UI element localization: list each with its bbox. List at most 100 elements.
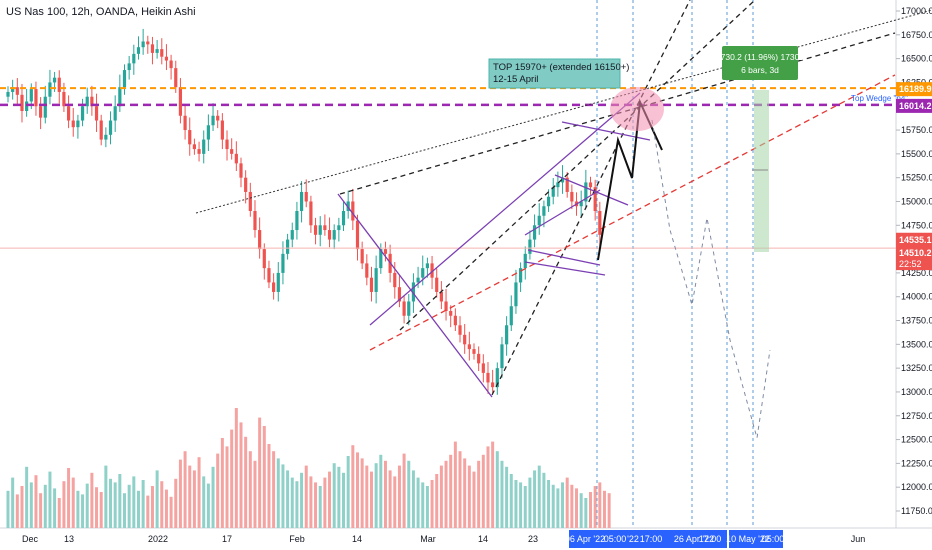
candle-body xyxy=(258,230,262,250)
volume-bar xyxy=(579,493,583,528)
y-tick-label: 11750.0 xyxy=(901,506,932,516)
volume-bar xyxy=(225,446,229,528)
y-tick-label: 13250.0 xyxy=(901,363,932,373)
candle-body xyxy=(309,201,313,226)
volume-bar xyxy=(99,492,103,528)
candle-body xyxy=(593,187,597,211)
volume-bar xyxy=(332,463,336,528)
volume-bar xyxy=(141,480,145,528)
volume-bar xyxy=(314,482,318,528)
volume-bar xyxy=(500,460,504,528)
volume-bar xyxy=(542,472,546,528)
volume-bar xyxy=(342,472,346,528)
callout-box xyxy=(488,58,621,89)
candle-body xyxy=(248,191,252,211)
candle-body xyxy=(20,94,24,111)
candle-body xyxy=(216,115,220,121)
volume-bar xyxy=(132,476,136,528)
volume-bar xyxy=(593,486,597,528)
x-highlight-range-1 xyxy=(569,530,727,548)
candle-body xyxy=(299,191,304,211)
candle-body xyxy=(290,230,294,240)
candle-body xyxy=(164,56,169,61)
volume-bar xyxy=(383,460,387,528)
candle-body xyxy=(304,191,308,202)
volume-bar xyxy=(127,484,131,528)
y-tick-label: 13750.0 xyxy=(901,316,932,326)
volume-bar xyxy=(146,495,150,528)
candle-body xyxy=(141,41,145,48)
candle-body xyxy=(80,106,85,121)
flag-line-1 xyxy=(524,189,601,236)
volume-bar xyxy=(477,460,481,528)
candle-body xyxy=(234,153,238,164)
volume-bar xyxy=(575,488,579,528)
volume-bar xyxy=(188,465,192,528)
volume-bar xyxy=(57,498,61,528)
candle-body xyxy=(122,70,127,88)
y-tick-label: 12250.0 xyxy=(901,458,932,468)
volume-bar xyxy=(81,494,85,528)
measure-range-box xyxy=(754,90,769,252)
y-tick-label: 13000.0 xyxy=(901,387,932,397)
price-tag-14535: 14535.1 xyxy=(899,235,932,245)
volume-bar xyxy=(76,490,80,528)
candle-body xyxy=(411,282,416,302)
volume-bar xyxy=(178,459,182,528)
volume-bar xyxy=(467,465,471,528)
candle-body xyxy=(48,82,52,97)
candle-body xyxy=(327,230,332,240)
volume-bar xyxy=(598,482,602,528)
candle-body xyxy=(169,60,173,69)
candle-body xyxy=(523,253,527,269)
volume-bar xyxy=(369,471,373,528)
candle-body xyxy=(146,41,150,45)
candle-body xyxy=(346,201,350,211)
candle-body xyxy=(542,206,546,216)
candle-body xyxy=(160,49,164,57)
candle-body xyxy=(267,268,271,283)
candle-body xyxy=(486,372,490,383)
wedge-line-1 xyxy=(337,193,493,398)
volume-bar xyxy=(262,426,266,528)
volume-bar xyxy=(439,465,443,528)
candle-body xyxy=(402,301,406,316)
orange-level-tag-bg xyxy=(896,82,932,97)
x-tick-label: 2022 xyxy=(148,534,168,544)
candle-body xyxy=(150,44,155,53)
volume-bar xyxy=(607,493,611,528)
candle-body xyxy=(220,120,224,140)
volume-bar xyxy=(547,480,551,528)
candle-body xyxy=(155,49,159,53)
volume-bar xyxy=(281,464,285,528)
candle-body xyxy=(472,349,476,354)
candle-body xyxy=(29,89,33,102)
volume-bar xyxy=(505,466,509,528)
volume-bar xyxy=(323,477,327,528)
candle-body xyxy=(43,96,47,118)
volume-bar xyxy=(150,486,154,528)
volume-bar xyxy=(453,441,457,528)
volume-bar xyxy=(481,454,485,528)
candle-body xyxy=(11,87,15,92)
volume-bar xyxy=(491,441,495,528)
candle-body xyxy=(253,211,257,231)
candle-body xyxy=(62,91,66,107)
chart-title: US Nas 100, 12h, OANDA, Heikin Ashi xyxy=(6,6,196,18)
candle-body xyxy=(556,182,560,188)
y-tick-label: 14000.0 xyxy=(901,292,932,302)
candle-body xyxy=(66,106,71,121)
candle-body xyxy=(458,325,462,335)
candle-body xyxy=(183,115,187,131)
candle-body xyxy=(318,225,322,235)
candle-body xyxy=(132,53,136,64)
volume-bar xyxy=(519,482,523,528)
wedge-line-2 xyxy=(369,92,641,326)
volume-bar xyxy=(136,490,140,528)
candle-body xyxy=(449,311,453,316)
volume-bar xyxy=(258,417,262,528)
volume-bar xyxy=(533,470,537,528)
candle-body xyxy=(365,263,369,278)
candle-body xyxy=(360,249,364,264)
